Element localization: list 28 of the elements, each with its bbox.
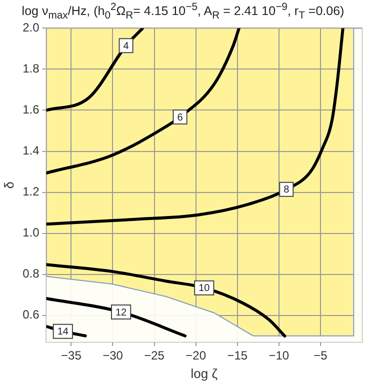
y-tick-label: 0.6	[22, 308, 40, 322]
y-tick-label: 2.0	[22, 20, 40, 35]
x-axis-title: log ζ	[190, 366, 218, 381]
x-tick-label: −25	[144, 348, 165, 363]
y-tick-label: 1.6	[22, 102, 40, 117]
y-tick-label: 1.0	[22, 226, 40, 240]
x-tick-label: −30	[102, 348, 124, 363]
y-tick-label: 1.4	[22, 144, 40, 158]
chart-title: log ν$_{max}$/Hz, (h$_{0}$$^{2}$Ω$_{R}$= 4.15 10$^{−5}$, A$_{R}$ = 2.41 10$^{−9}$, r$_{T}$ =0.06)	[22, 2, 344, 22]
y-tick-label: 1.2	[22, 184, 40, 199]
annotation: 6	[177, 112, 184, 124]
line-series	[46, 263, 286, 338]
annotation: 10	[198, 283, 210, 294]
annotation: 4	[123, 40, 130, 52]
y-tick-label: 0.8	[22, 266, 40, 281]
line-series	[46, 28, 144, 112]
x-tick-label: −35	[61, 348, 82, 363]
x-tick-label: −10	[268, 348, 290, 363]
y-axis-title: δ	[1, 181, 16, 189]
line-series	[46, 28, 241, 174]
x-tick-label: −5	[314, 348, 328, 363]
y-tick-label: 1.8	[22, 62, 40, 76]
line-series	[46, 28, 344, 226]
x-tick-label: −15	[227, 348, 248, 363]
annotation: 12	[115, 307, 128, 318]
x-tick-label: −20	[186, 348, 206, 363]
annotation: 14	[57, 326, 69, 338]
annotation: 8	[284, 184, 290, 196]
